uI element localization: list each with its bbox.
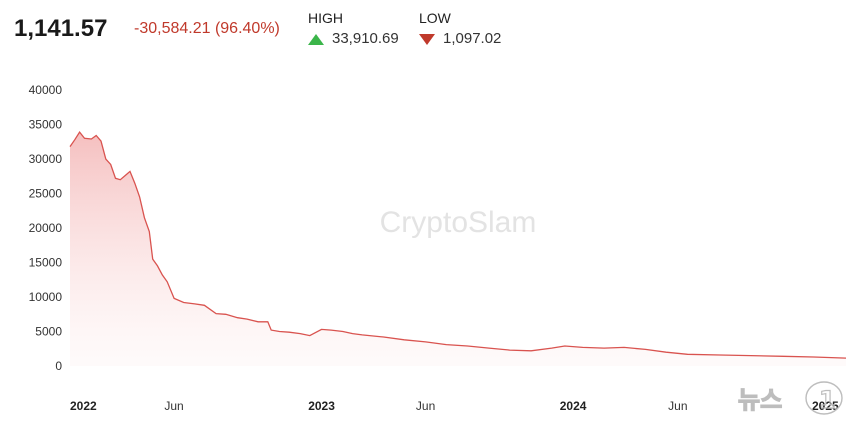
y-tick-label: 15000 xyxy=(29,256,63,270)
low-label: LOW xyxy=(419,10,451,26)
x-tick-label: Jun xyxy=(668,399,687,413)
y-tick-label: 20000 xyxy=(29,221,63,235)
y-tick-label: 30000 xyxy=(29,152,63,166)
series-area xyxy=(70,132,846,366)
source-logo-icon: 뉴스 1 xyxy=(737,381,843,415)
y-axis: 40000 35000 30000 25000 20000 15000 10000 5000 0 xyxy=(29,83,63,373)
price-change: -30,584.21 (96.40%) xyxy=(134,20,280,37)
y-tick-label: 25000 xyxy=(29,187,63,201)
x-tick-label: 2023 xyxy=(308,399,335,413)
series-line xyxy=(69,130,847,359)
chart-watermark: CryptoSlam xyxy=(380,206,537,239)
price-header: 1,141.57 -30,584.21 (96.40%) HIGH 33,910… xyxy=(0,0,860,70)
up-triangle-icon xyxy=(308,34,324,45)
y-tick-label: 40000 xyxy=(29,83,63,97)
x-tick-label: 2024 xyxy=(560,399,587,413)
y-tick-label: 5000 xyxy=(35,325,62,339)
low-value: 1,097.02 xyxy=(443,30,502,47)
high-label: HIGH xyxy=(308,10,343,26)
svg-text:1: 1 xyxy=(819,386,836,414)
y-tick-label: 10000 xyxy=(29,290,63,304)
x-tick-label: Jun xyxy=(416,399,435,413)
current-price: 1,141.57 xyxy=(14,15,108,42)
svg-text:뉴스: 뉴스 xyxy=(738,386,782,414)
y-tick-label: 0 xyxy=(55,359,62,373)
x-axis: 2022 Jun 2023 Jun 2024 Jun 2025 xyxy=(70,399,839,413)
x-tick-label: Jun xyxy=(164,399,183,413)
y-tick-label: 35000 xyxy=(29,118,63,132)
down-triangle-icon xyxy=(419,34,435,45)
x-tick-label: 2022 xyxy=(70,399,97,413)
high-value: 33,910.69 xyxy=(332,30,399,47)
x-tick-label: 2025 xyxy=(812,399,839,413)
